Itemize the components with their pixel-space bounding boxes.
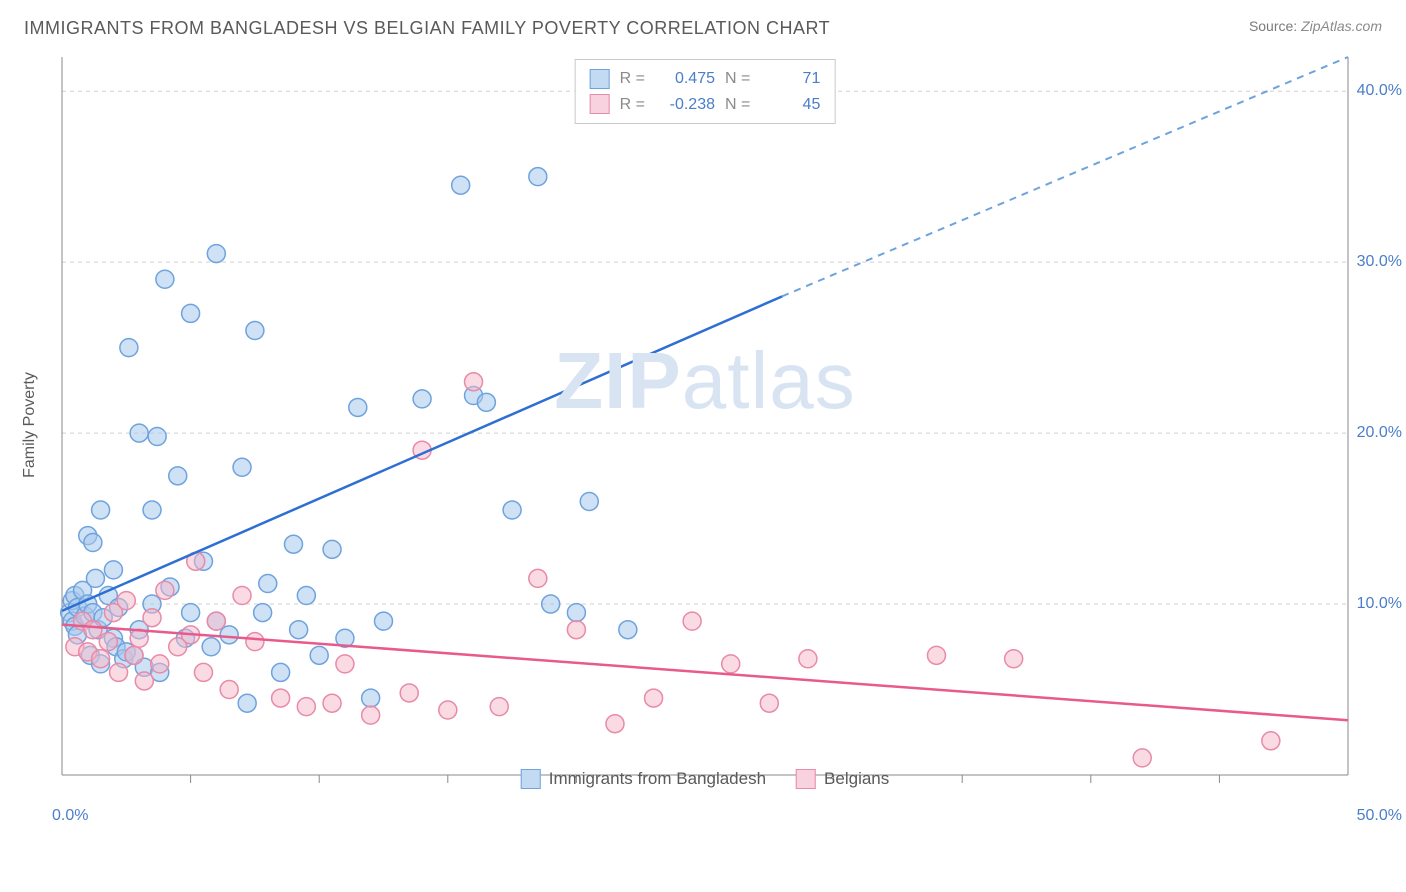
swatch-blue-icon [590, 69, 610, 89]
stats-legend: R = 0.475 N = 71 R = -0.238 N = 45 [575, 59, 836, 124]
legend-item-pink: Belgians [796, 769, 889, 789]
swatch-blue-icon [521, 769, 541, 789]
y-axis-label-wrap: Family Poverty [10, 55, 50, 795]
n-label: N = [725, 66, 750, 92]
swatch-pink-icon [590, 94, 610, 114]
stats-row-blue: R = 0.475 N = 71 [590, 66, 821, 92]
x-tick-max: 50.0% [1357, 807, 1402, 825]
y-axis-label: Family Poverty [21, 372, 39, 478]
y-tick-label: 10.0% [1357, 595, 1402, 613]
r-label: R = [620, 92, 645, 118]
source-attribution: Source: ZipAtlas.com [1249, 18, 1382, 34]
plot-area: ZIPatlas R = 0.475 N = 71 R = -0.238 N =… [60, 55, 1350, 795]
chart-svg [60, 55, 1350, 795]
chart-area: Family Poverty ZIPatlas R = 0.475 N = 71… [50, 55, 1390, 835]
chart-title: IMMIGRANTS FROM BANGLADESH VS BELGIAN FA… [24, 18, 830, 39]
n-value-blue: 71 [760, 66, 820, 92]
legend-item-blue: Immigrants from Bangladesh [521, 769, 766, 789]
x-tick-min: 0.0% [52, 807, 88, 825]
r-value-pink: -0.238 [655, 92, 715, 118]
legend-label-blue: Immigrants from Bangladesh [549, 769, 766, 789]
stats-row-pink: R = -0.238 N = 45 [590, 92, 821, 118]
n-label: N = [725, 92, 750, 118]
y-tick-label: 30.0% [1357, 253, 1402, 271]
source-value: ZipAtlas.com [1301, 18, 1382, 34]
series-legend: Immigrants from Bangladesh Belgians [521, 769, 890, 789]
r-value-blue: 0.475 [655, 66, 715, 92]
n-value-pink: 45 [760, 92, 820, 118]
swatch-pink-icon [796, 769, 816, 789]
source-label: Source: [1249, 18, 1297, 34]
r-label: R = [620, 66, 645, 92]
legend-label-pink: Belgians [824, 769, 889, 789]
y-tick-label: 20.0% [1357, 424, 1402, 442]
chart-header: IMMIGRANTS FROM BANGLADESH VS BELGIAN FA… [0, 0, 1406, 47]
y-tick-label: 40.0% [1357, 82, 1402, 100]
